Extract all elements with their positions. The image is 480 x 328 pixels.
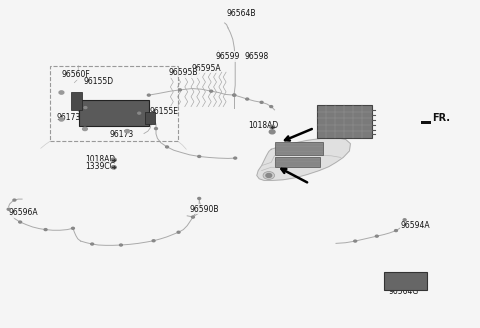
Circle shape	[147, 94, 150, 96]
Circle shape	[375, 235, 378, 237]
Text: 96155D: 96155D	[84, 77, 114, 87]
Circle shape	[111, 166, 116, 169]
Circle shape	[59, 118, 64, 121]
Text: 96595B: 96595B	[169, 68, 198, 77]
Circle shape	[83, 127, 87, 131]
Text: 96590B: 96590B	[190, 205, 219, 214]
Circle shape	[395, 230, 397, 232]
Bar	[145, 112, 155, 124]
Circle shape	[354, 240, 357, 242]
Text: 1018AD: 1018AD	[85, 155, 116, 164]
Circle shape	[263, 172, 275, 179]
Circle shape	[266, 174, 272, 177]
Circle shape	[233, 94, 236, 96]
Circle shape	[166, 146, 168, 148]
Text: 96564B: 96564B	[227, 9, 256, 18]
Circle shape	[210, 90, 213, 92]
Bar	[71, 92, 82, 110]
Circle shape	[270, 125, 275, 129]
Circle shape	[138, 112, 141, 114]
Circle shape	[13, 199, 16, 201]
Circle shape	[233, 94, 236, 96]
Circle shape	[260, 101, 263, 103]
Circle shape	[72, 227, 74, 229]
Text: 96595A: 96595A	[191, 64, 221, 73]
Text: 96560F: 96560F	[61, 70, 90, 79]
Bar	[50, 66, 178, 141]
Text: 96599: 96599	[215, 52, 240, 61]
Bar	[384, 272, 427, 290]
Circle shape	[91, 243, 94, 245]
Text: 1339CC: 1339CC	[85, 162, 115, 171]
Circle shape	[125, 130, 130, 133]
Text: 1018AD: 1018AD	[249, 121, 279, 130]
Circle shape	[269, 130, 275, 134]
Circle shape	[155, 128, 157, 130]
Circle shape	[198, 155, 201, 157]
Text: 96173: 96173	[109, 130, 134, 139]
Circle shape	[403, 219, 406, 221]
Circle shape	[44, 229, 47, 231]
Text: 96563F: 96563F	[340, 109, 369, 118]
Circle shape	[192, 216, 194, 218]
Circle shape	[270, 106, 273, 108]
Circle shape	[120, 244, 122, 246]
Circle shape	[177, 231, 180, 233]
Circle shape	[246, 98, 249, 100]
Text: 96173: 96173	[56, 113, 81, 122]
Text: 96564G: 96564G	[389, 287, 419, 297]
Circle shape	[152, 240, 155, 242]
Bar	[317, 105, 372, 138]
Bar	[421, 121, 431, 124]
Polygon shape	[257, 138, 350, 180]
Bar	[79, 100, 149, 126]
Bar	[275, 142, 323, 155]
Text: 96598: 96598	[245, 52, 269, 61]
Circle shape	[7, 208, 10, 210]
Circle shape	[111, 158, 116, 161]
Text: 96596A: 96596A	[9, 208, 38, 217]
Bar	[275, 157, 320, 167]
Text: 96594A: 96594A	[401, 221, 431, 230]
Circle shape	[59, 91, 64, 94]
Circle shape	[234, 157, 237, 159]
Circle shape	[179, 89, 181, 91]
Text: 96155E: 96155E	[150, 107, 179, 116]
Text: FR.: FR.	[432, 113, 450, 123]
Circle shape	[198, 197, 201, 199]
Circle shape	[84, 107, 87, 109]
Circle shape	[19, 221, 22, 223]
